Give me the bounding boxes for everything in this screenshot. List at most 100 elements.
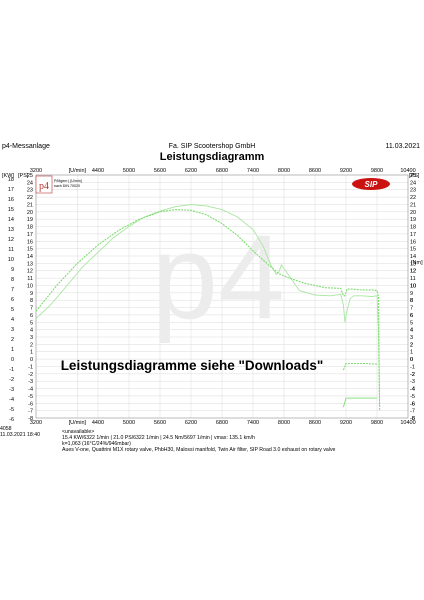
y-axis-right: 2524232221201918171615141312111098765432…: [410, 173, 416, 422]
x-tick-label-top: [U/min]: [69, 168, 87, 174]
kw-tick-label: 0: [11, 357, 14, 363]
nm-tick-label: 0: [410, 357, 413, 363]
ps-tick-label-right: 3: [410, 335, 413, 341]
ps-tick-label-left: 11: [27, 276, 33, 282]
series-group: [35, 204, 381, 411]
ps-tick-label-right: 0: [410, 357, 413, 363]
ps-tick-label-left: 17: [27, 232, 33, 238]
ps-tick-label-right: 4: [410, 328, 413, 334]
grid: [35, 174, 409, 419]
ps-tick-label-left: 15: [27, 247, 33, 253]
ps-tick-label-right: 23: [410, 188, 416, 194]
ps-tick-label-left: 14: [27, 254, 33, 260]
footer-results: 15.4 KW/6322 1/min | 21.0 PS/6322 1/min …: [62, 435, 255, 441]
kw-tick-label: 3: [11, 327, 14, 333]
nm-tick-label: -2: [410, 372, 415, 378]
ps-tick-label-left: 16: [27, 239, 33, 245]
ps-tick-label-right: -6: [410, 401, 415, 407]
x-tick-label-top: 5600: [154, 168, 166, 174]
series-line-3: [342, 397, 377, 408]
sip-logo: SIP: [352, 178, 390, 190]
footer-date: 11.03.2021 18:40: [0, 432, 40, 438]
sip-logo-text: SIP: [365, 180, 379, 189]
ps-tick-label-right: 9: [410, 291, 413, 297]
nm-tick-label: 8: [410, 298, 413, 304]
x-tick-label-top: 9800: [371, 168, 383, 174]
ps-tick-label-left: 20: [27, 210, 33, 216]
ps-tick-label-left: 1: [30, 350, 33, 356]
ps-tick-label-right: 20: [410, 210, 416, 216]
ps-tick-label-right: 14: [410, 254, 416, 260]
ps-tick-label-right: 18: [410, 225, 416, 231]
ps-tick-label-right: 17: [410, 232, 416, 238]
x-tick-label-top: 6200: [185, 168, 197, 174]
ps-tick-label-left: 24: [27, 180, 33, 186]
series-line-2: [35, 209, 381, 411]
ps-tick-label-left: -2: [28, 372, 33, 378]
ps-tick-label-right: -4: [410, 387, 415, 393]
nm-tick-label: 2: [410, 342, 413, 348]
ps-tick-label-left: 25: [27, 173, 33, 179]
nm-tick-label: -6: [410, 401, 415, 407]
header-date: 11.03.2021: [385, 143, 420, 150]
ps-tick-label-left: 22: [27, 195, 33, 201]
ps-tick-label-right: 10: [410, 283, 416, 289]
kw-tick-label: 16: [8, 197, 14, 203]
x-tick-label-bottom: 8600: [309, 420, 321, 426]
x-tick-label-top: 5000: [123, 168, 135, 174]
x-tick-label-bottom: 7400: [247, 420, 259, 426]
nm-tick-label: 4: [410, 328, 413, 334]
x-tick-label-bottom: 8000: [278, 420, 290, 426]
ps-tick-label-right: 21: [410, 202, 416, 208]
x-axis-top: 3200 [U/min] 4400 5000 5600 6200 6800 7400 8000 8…: [30, 168, 416, 174]
ps-tick-label-right: 22: [410, 195, 416, 201]
footer-id: 4058: [0, 426, 12, 432]
x-tick-label-bottom: 3200: [30, 420, 42, 426]
ps-tick-label-left: 4: [30, 328, 33, 334]
ps-tick-label-left: 3: [30, 335, 33, 341]
series-line-4: [342, 362, 378, 371]
ps-tick-label-left: -6: [28, 401, 33, 407]
ps-tick-label-right: -2: [410, 372, 415, 378]
ps-tick-label-right: 2: [410, 342, 413, 348]
ps-unit-label-left: [PS]: [18, 173, 29, 179]
x-tick-label-bottom: 4400: [92, 420, 104, 426]
kw-tick-label: -3: [9, 387, 14, 393]
stamp: p4 P/Mgem | [U/min] nach DIN 70020: [35, 175, 82, 194]
kw-tick-label: 17: [8, 187, 14, 193]
ps-tick-label-right: -1: [410, 364, 415, 370]
ps-tick-label-left: 12: [27, 269, 33, 275]
x-tick-label-bottom: 6800: [216, 420, 228, 426]
kw-tick-label: 6: [11, 297, 14, 303]
nm-tick-label: 10: [410, 283, 416, 289]
x-tick-label-top: 8600: [309, 168, 321, 174]
ps-tick-label-left: 9: [30, 291, 33, 297]
ps-tick-label-right: -8: [410, 416, 415, 422]
overlay-notice: Leistungsdiagramme siehe "Downloads": [61, 358, 324, 373]
x-tick-label-top: 3200: [30, 168, 42, 174]
watermark: p4: [151, 210, 284, 344]
header-left: p4-Messanlage: [2, 143, 50, 150]
ps-tick-label-left: 19: [27, 217, 33, 223]
ps-tick-label-left: 5: [30, 320, 33, 326]
stamp-logo: p4: [39, 181, 49, 192]
kw-tick-label: -5: [9, 407, 14, 413]
x-tick-label-top: 8000: [278, 168, 290, 174]
ps-tick-label-left: 0: [30, 357, 33, 363]
kw-tick-label: 4: [11, 317, 14, 323]
kw-tick-label: 12: [8, 237, 14, 243]
kw-tick-label: 1: [11, 347, 14, 353]
x-tick-label-top: 4400: [92, 168, 104, 174]
ps-tick-label-right: -5: [410, 394, 415, 400]
stamp-line1: P/Mgem | [U/min]: [54, 179, 82, 183]
ps-tick-label-left: -8: [28, 416, 33, 422]
ps-tick-label-right: 13: [410, 261, 416, 267]
ps-unit-label-right: [PS]: [409, 173, 420, 179]
ps-tick-label-left: 2: [30, 342, 33, 348]
x-tick-label-bottom: 5000: [123, 420, 135, 426]
ps-tick-label-right: 25: [410, 173, 416, 179]
kw-tick-label: -1: [9, 367, 14, 373]
kw-tick-label: 18: [8, 177, 14, 183]
ps-tick-label-right: 12: [410, 269, 416, 275]
series-line-1: [35, 204, 381, 408]
